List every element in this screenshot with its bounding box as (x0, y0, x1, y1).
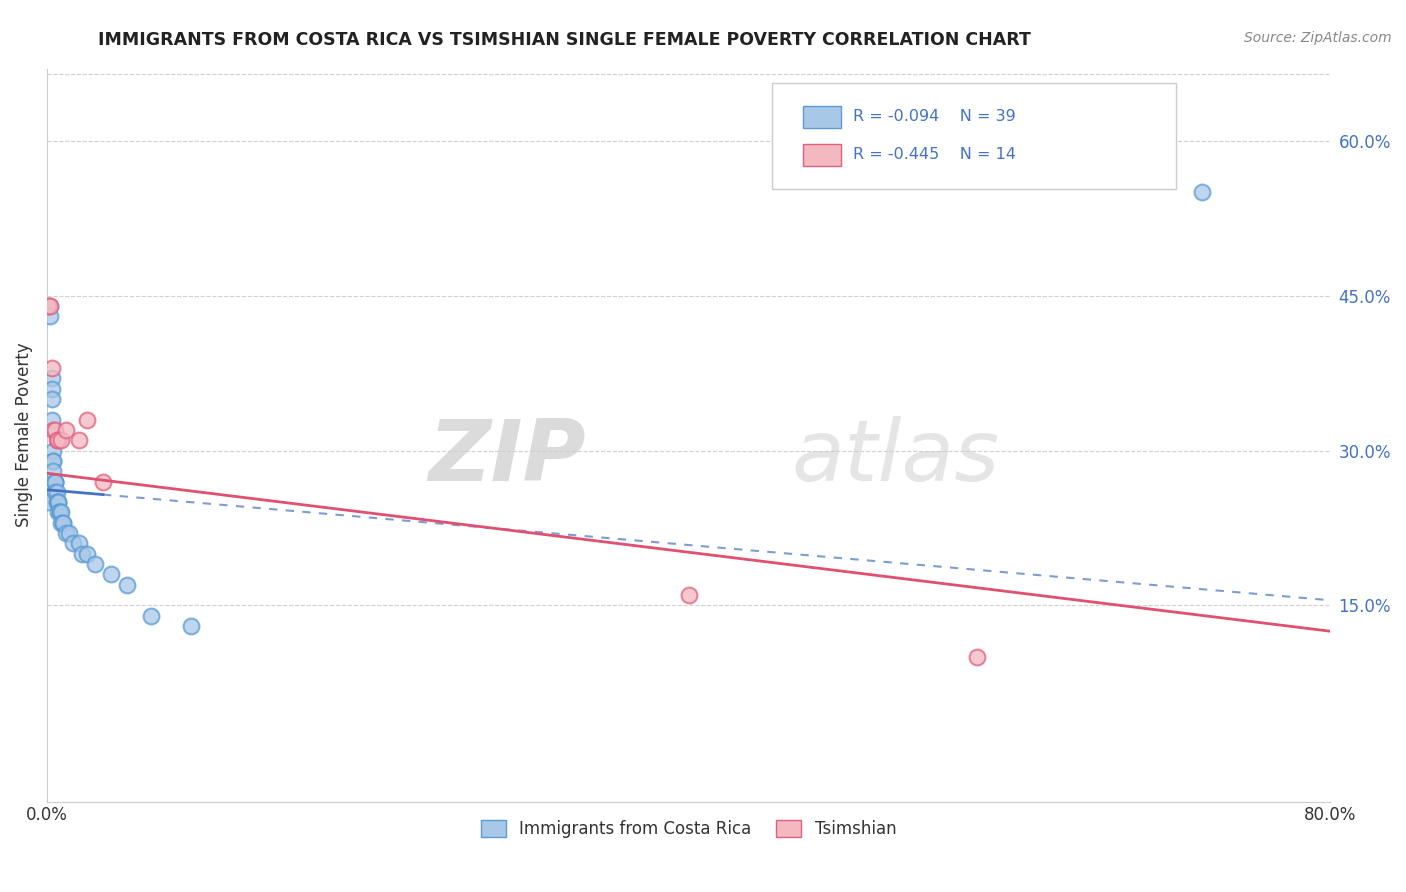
Point (41, 392, 63, 406)
Point (46, 495, 69, 509)
Point (51, 506, 73, 520)
Point (37, 495, 59, 509)
Point (51, 434, 73, 448)
Point (76, 547, 98, 561)
Point (42, 464, 65, 478)
Point (100, 567, 122, 582)
Point (44, 475, 66, 489)
Point (44, 423, 66, 437)
Point (41, 371, 63, 385)
Point (91, 475, 114, 489)
Text: R = -0.445    N = 14: R = -0.445 N = 14 (853, 147, 1015, 161)
Point (180, 619, 202, 633)
Text: Source: ZipAtlas.com: Source: ZipAtlas.com (1244, 31, 1392, 45)
Point (62, 536, 84, 550)
Point (45, 434, 67, 448)
Point (46, 506, 69, 520)
Point (42, 423, 65, 437)
Point (44, 484, 66, 499)
Point (70, 547, 93, 561)
FancyBboxPatch shape (803, 106, 841, 128)
FancyBboxPatch shape (803, 144, 841, 166)
Text: ZIP: ZIP (429, 416, 586, 499)
Point (1191, 186, 1213, 200)
Point (58, 526, 80, 541)
Point (678, 588, 700, 602)
Point (52, 516, 75, 530)
Point (67, 536, 90, 550)
Point (41, 382, 63, 396)
FancyBboxPatch shape (772, 83, 1177, 189)
Point (45, 484, 67, 499)
Point (42, 443, 65, 458)
Point (48, 506, 70, 520)
Point (55, 423, 77, 437)
Point (41, 412, 63, 426)
Point (46, 495, 69, 509)
Text: IMMIGRANTS FROM COSTA RICA VS TSIMSHIAN SINGLE FEMALE POVERTY CORRELATION CHART: IMMIGRANTS FROM COSTA RICA VS TSIMSHIAN … (98, 31, 1031, 49)
Point (115, 578, 138, 592)
Point (67, 434, 90, 448)
Legend: Immigrants from Costa Rica, Tsimshian: Immigrants from Costa Rica, Tsimshian (474, 813, 903, 845)
Point (39, 310, 62, 324)
Y-axis label: Single Female Poverty: Single Female Poverty (15, 343, 32, 527)
Point (48, 506, 70, 520)
Point (45, 495, 67, 509)
Point (141, 608, 163, 623)
Point (42, 454, 65, 468)
Point (966, 650, 988, 665)
Point (45, 495, 67, 509)
Point (44, 475, 66, 489)
Point (39, 299, 62, 313)
Point (41, 360, 63, 375)
Text: atlas: atlas (792, 416, 1000, 499)
Point (51, 516, 73, 530)
Point (39, 299, 62, 313)
Point (84, 557, 107, 571)
Text: R = -0.094    N = 39: R = -0.094 N = 39 (853, 109, 1015, 124)
Point (37, 299, 59, 313)
Point (42, 454, 65, 468)
Point (55, 526, 77, 541)
Point (52, 516, 75, 530)
Point (46, 434, 69, 448)
Point (76, 412, 98, 426)
Point (44, 475, 66, 489)
